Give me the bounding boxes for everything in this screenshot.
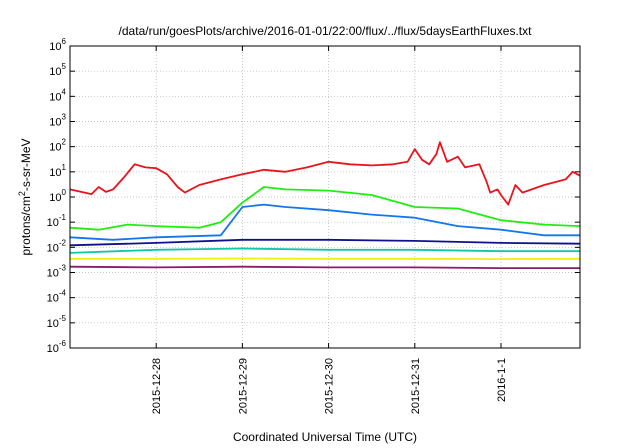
y-tick-label: 10-2 bbox=[47, 238, 67, 254]
x-tick-label: 2016-1-1 bbox=[496, 358, 508, 402]
x-axis: 2015-12-28 2015-12-29 2015-12-30 2015-12-31… bbox=[151, 46, 508, 414]
x-tick-label: 2015-12-31 bbox=[410, 358, 422, 414]
x-tick-label: 2015-12-28 bbox=[151, 358, 163, 414]
y-tick-label: 104 bbox=[49, 87, 66, 103]
series-line-7 bbox=[69, 265, 580, 270]
y-tick-label: 10-6 bbox=[47, 339, 67, 355]
series-line-2 bbox=[69, 186, 581, 231]
y-tick-label: 100 bbox=[49, 188, 66, 204]
y-tick-label: 102 bbox=[49, 138, 66, 154]
x-axis-label: Coordinated Universal Time (UTC) bbox=[233, 430, 417, 444]
y-tick-label: 101 bbox=[49, 163, 66, 179]
y-tick-label: 10-4 bbox=[47, 289, 67, 305]
series-line-3 bbox=[69, 203, 580, 241]
series-group bbox=[69, 141, 581, 270]
series-line-4 bbox=[69, 238, 581, 247]
y-tick-label: 105 bbox=[49, 62, 66, 78]
series-line-5 bbox=[69, 247, 580, 254]
y-tick-label: 10-5 bbox=[47, 314, 67, 330]
y-tick-label: 103 bbox=[49, 113, 66, 129]
y-axis: 10-6 10-5 10-4 10-3 10-2 10-1 100 101 102 103 104 1… bbox=[47, 37, 580, 355]
x-tick-label: 2015-12-29 bbox=[237, 358, 249, 414]
chart-title: /data/run/goesPlots/archive/2016-01-01/2… bbox=[119, 24, 533, 38]
y-tick-label: 10-3 bbox=[47, 264, 67, 280]
grid bbox=[70, 46, 580, 348]
y-axis-label: protons/cm2-s-sr-MeV bbox=[17, 138, 33, 255]
y-tick-label: 106 bbox=[49, 37, 66, 53]
y-tick-label: 10-1 bbox=[47, 213, 67, 229]
series-line-6 bbox=[70, 257, 581, 261]
x-tick-label: 2015-12-30 bbox=[324, 358, 336, 414]
series-line-1 bbox=[69, 141, 581, 206]
